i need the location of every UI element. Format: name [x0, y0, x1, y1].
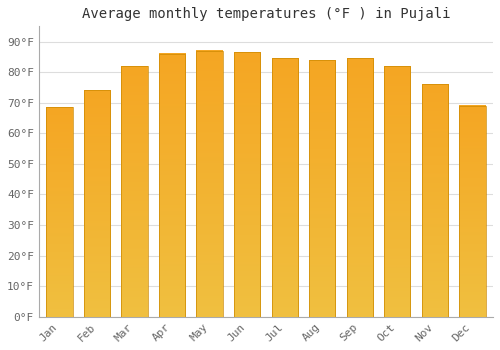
Bar — [384, 66, 410, 317]
Bar — [84, 91, 110, 317]
Bar — [272, 58, 298, 317]
Bar — [196, 51, 223, 317]
Bar — [309, 60, 336, 317]
Bar — [46, 107, 72, 317]
Bar — [159, 54, 185, 317]
Bar — [122, 66, 148, 317]
Bar — [346, 58, 373, 317]
Title: Average monthly temperatures (°F ) in Pujali: Average monthly temperatures (°F ) in Pu… — [82, 7, 450, 21]
Bar — [422, 84, 448, 317]
Bar — [234, 52, 260, 317]
Bar — [460, 106, 485, 317]
